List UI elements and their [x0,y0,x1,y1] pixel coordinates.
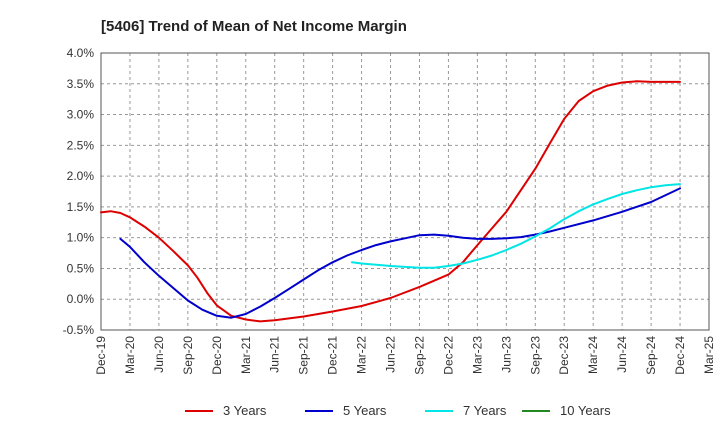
x-tick-label: Dec-19 [94,336,108,375]
x-tick-label: Dec-20 [210,336,224,375]
plot-frame [100,52,710,331]
y-tick-label: 3.0% [67,108,95,122]
x-tick-label: Jun-22 [384,336,398,373]
x-tick-label: Mar-20 [123,336,137,374]
x-tick-label: Jun-20 [152,336,166,373]
y-tick-label: 3.5% [67,77,95,91]
plot-background [101,53,709,330]
y-tick-label: 2.0% [67,169,95,183]
y-tick-label: 1.0% [67,231,95,245]
series-line-7-years [351,183,681,269]
x-tick-label: Sep-20 [181,336,195,375]
x-tick-label: Mar-22 [355,336,369,374]
y-tick-label: 0.0% [67,292,95,306]
legend: 3 Years 5 Years 7 Years 10 Years [185,403,611,418]
legend-label-3-years: 3 Years [223,403,267,418]
y-tick-label: -0.5% [63,323,95,337]
legend-label-10-years: 10 Years [560,403,611,418]
x-tick-label: Jun-24 [615,336,629,373]
y-tick-label: 1.5% [67,200,95,214]
x-tick-label: Sep-21 [297,336,311,375]
plot-area: -0.5% 0.0% 0.5% 1.0% 1.5% 2.0% 2.5% 3.0% 3.5% 4.0… [63,46,716,375]
legend-label-5-years: 5 Years [343,403,387,418]
legend-label-7-years: 7 Years [463,403,507,418]
y-tick-label: 0.5% [67,261,95,275]
y-tick-label: 4.0% [67,46,95,60]
y-tick-label: 2.5% [67,138,95,152]
chart-title: [5406] Trend of Mean of Net Income Margi… [101,18,407,35]
x-tick-label: Sep-23 [528,336,542,375]
x-tick-label: Sep-24 [644,336,658,375]
x-tick-label: Sep-22 [412,336,426,375]
x-tick-label: Dec-21 [326,336,340,375]
x-tick-label: Dec-22 [441,336,455,375]
x-tick-label: Jun-23 [499,336,513,373]
x-tick-label: Mar-25 [702,336,716,374]
x-tick-label: Mar-23 [470,336,484,374]
x-tick-label: Jun-21 [268,336,282,373]
x-tick-label: Mar-21 [239,336,253,374]
x-tick-label: Mar-24 [586,336,600,374]
x-tick-label: Dec-23 [557,336,571,375]
series-line-3-years [100,80,681,323]
x-tick-label: Dec-24 [673,336,687,375]
